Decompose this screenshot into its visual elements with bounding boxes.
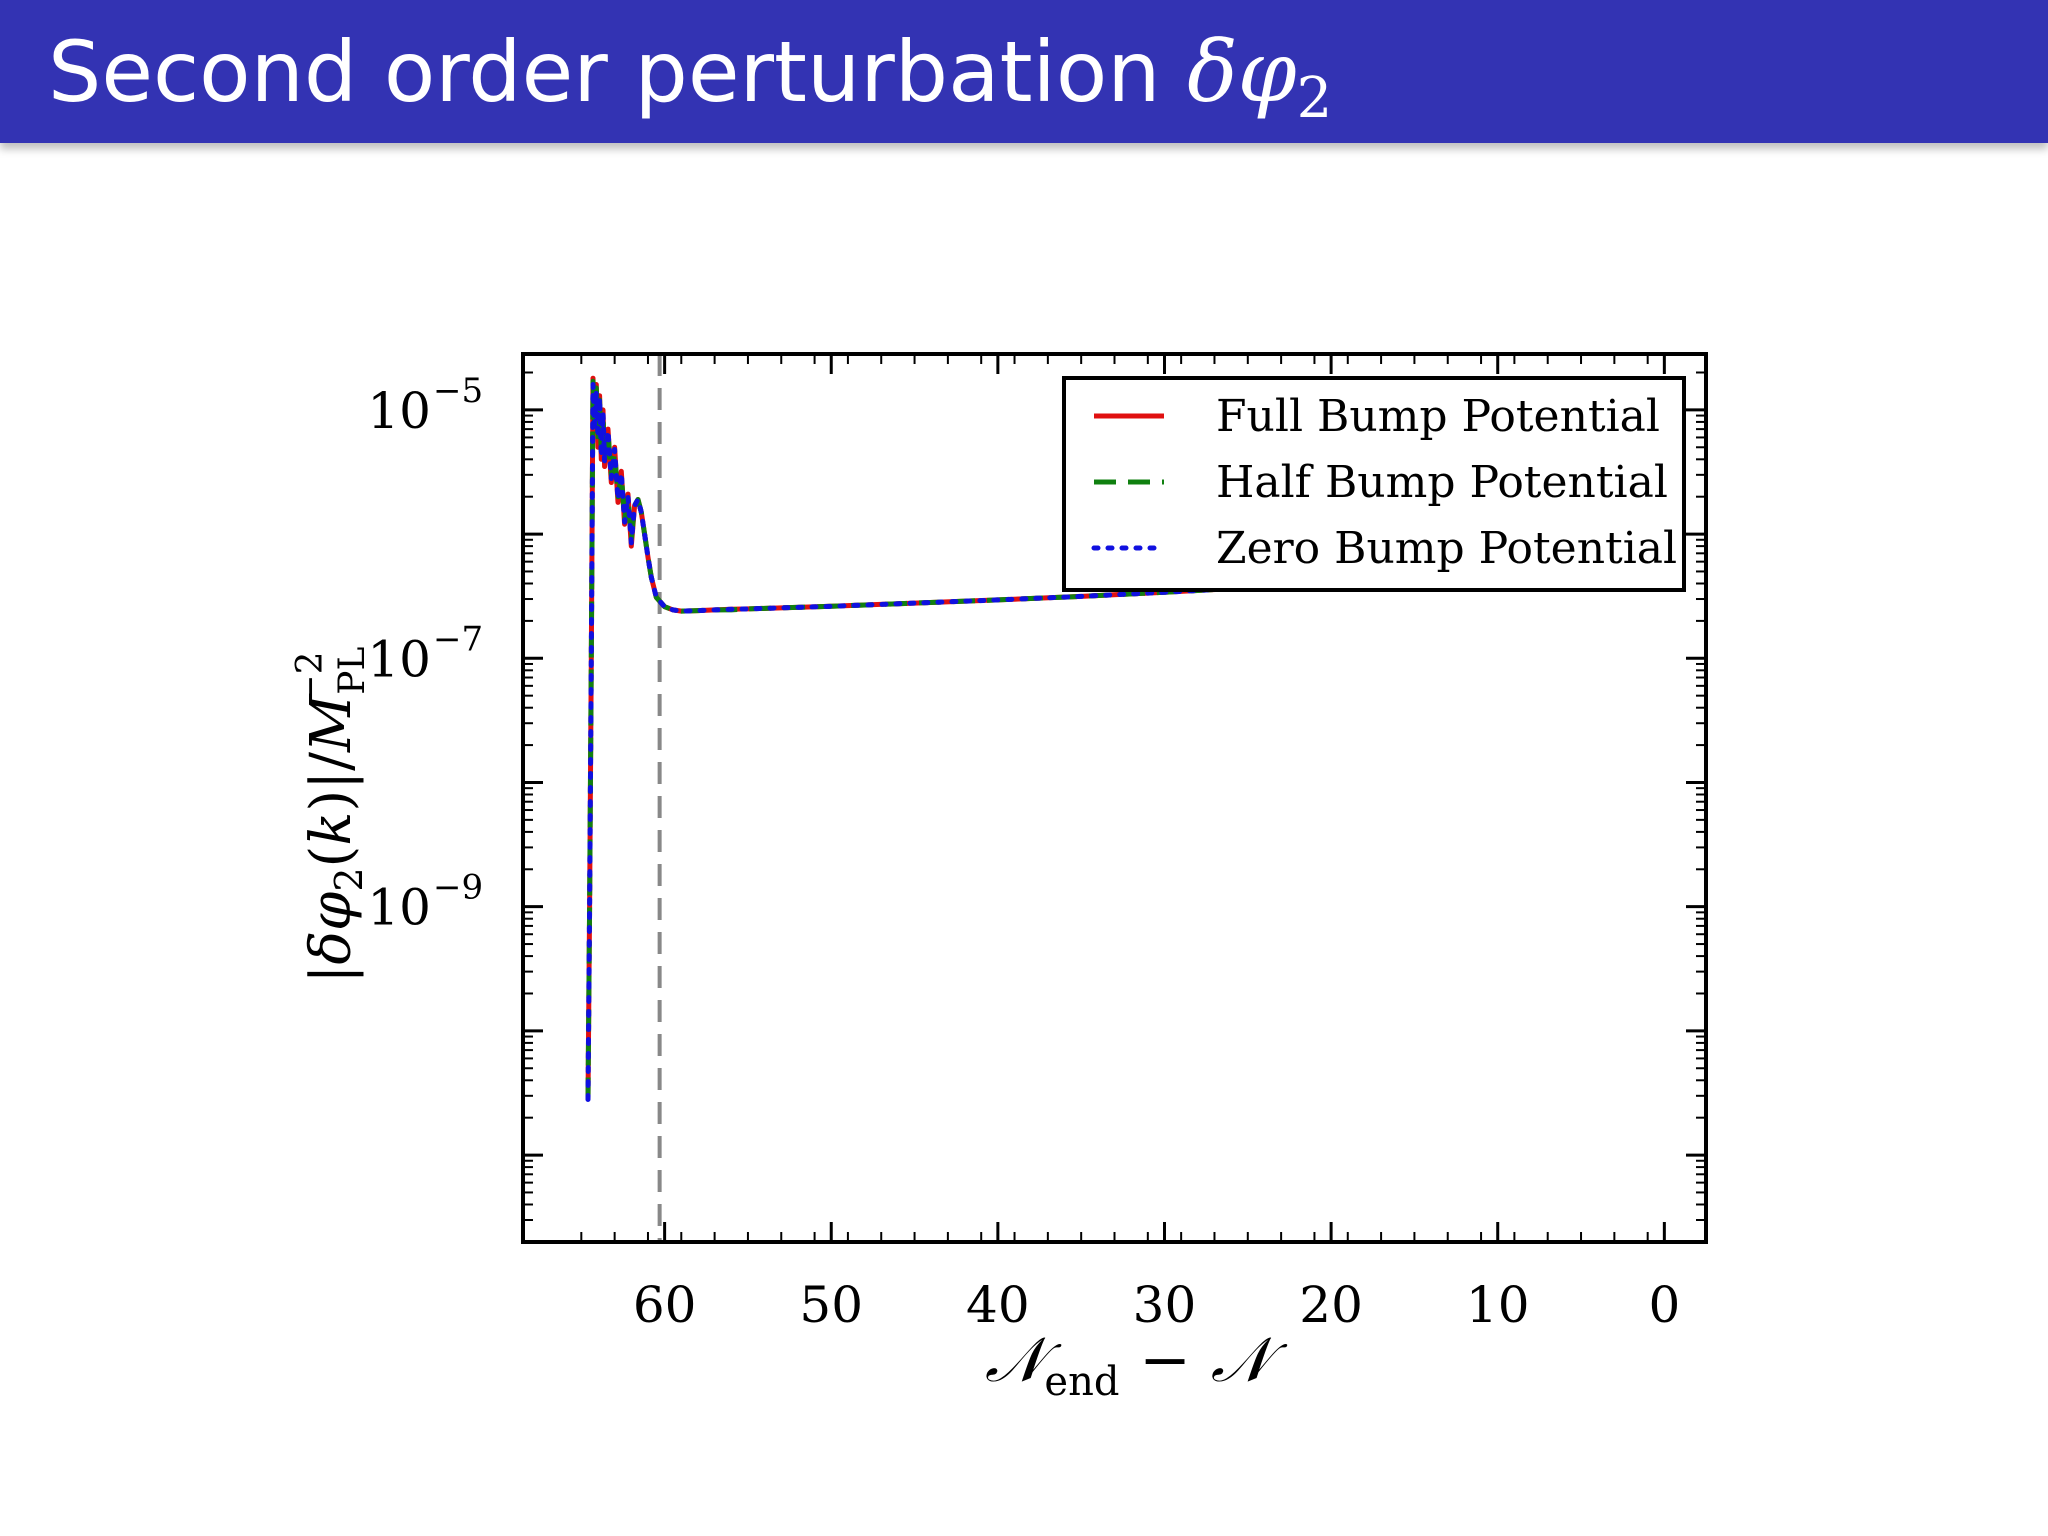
x-tick-label: 10 xyxy=(1466,1276,1530,1334)
y-tick-label: 10 xyxy=(367,630,431,688)
y-tick-labels: 10−510−710−9 xyxy=(367,371,483,937)
legend-box xyxy=(1062,376,1686,592)
legend-label-1: Full Bump Potential xyxy=(1216,391,1660,442)
y-tick-label-exponent: −7 xyxy=(433,619,483,659)
y-tick-label: 10 xyxy=(367,382,431,440)
x-tick-label: 20 xyxy=(1299,1276,1363,1334)
x-tick-label: 0 xyxy=(1648,1276,1680,1334)
slide-title: Second order perturbation δφ2 xyxy=(48,22,1332,149)
legend-label-2: Half Bump Potential xyxy=(1216,457,1668,508)
slide-title-bar: Second order perturbation δφ2 xyxy=(0,0,2048,143)
y-tick-label: 10 xyxy=(367,879,431,937)
x-tick-label: 40 xyxy=(966,1276,1030,1334)
x-tick-label: 30 xyxy=(1133,1276,1197,1334)
slide-title-subscript: 2 xyxy=(1296,66,1333,131)
slide-title-symbol: δφ xyxy=(1187,23,1297,121)
slide-title-text: Second order perturbation xyxy=(48,23,1188,121)
x-tick-label: 60 xyxy=(633,1276,697,1334)
x-tick-labels: 60 50 40 30 20 10 0 xyxy=(633,1276,1680,1334)
x-axis-label: 𝒩end − 𝒩 xyxy=(985,1323,1288,1405)
legend: Full Bump Potential Half Bump Potential Ze… xyxy=(1062,376,1686,592)
x-tick-label: 50 xyxy=(799,1276,863,1334)
y-tick-label-exponent: −5 xyxy=(433,371,483,411)
y-axis-label: |δφ2(k)|/MPL−2 xyxy=(290,646,373,983)
legend-label-3: Zero Bump Potential xyxy=(1216,523,1677,574)
y-tick-label-exponent: −9 xyxy=(433,868,483,908)
plot-frame xyxy=(521,352,1708,1244)
